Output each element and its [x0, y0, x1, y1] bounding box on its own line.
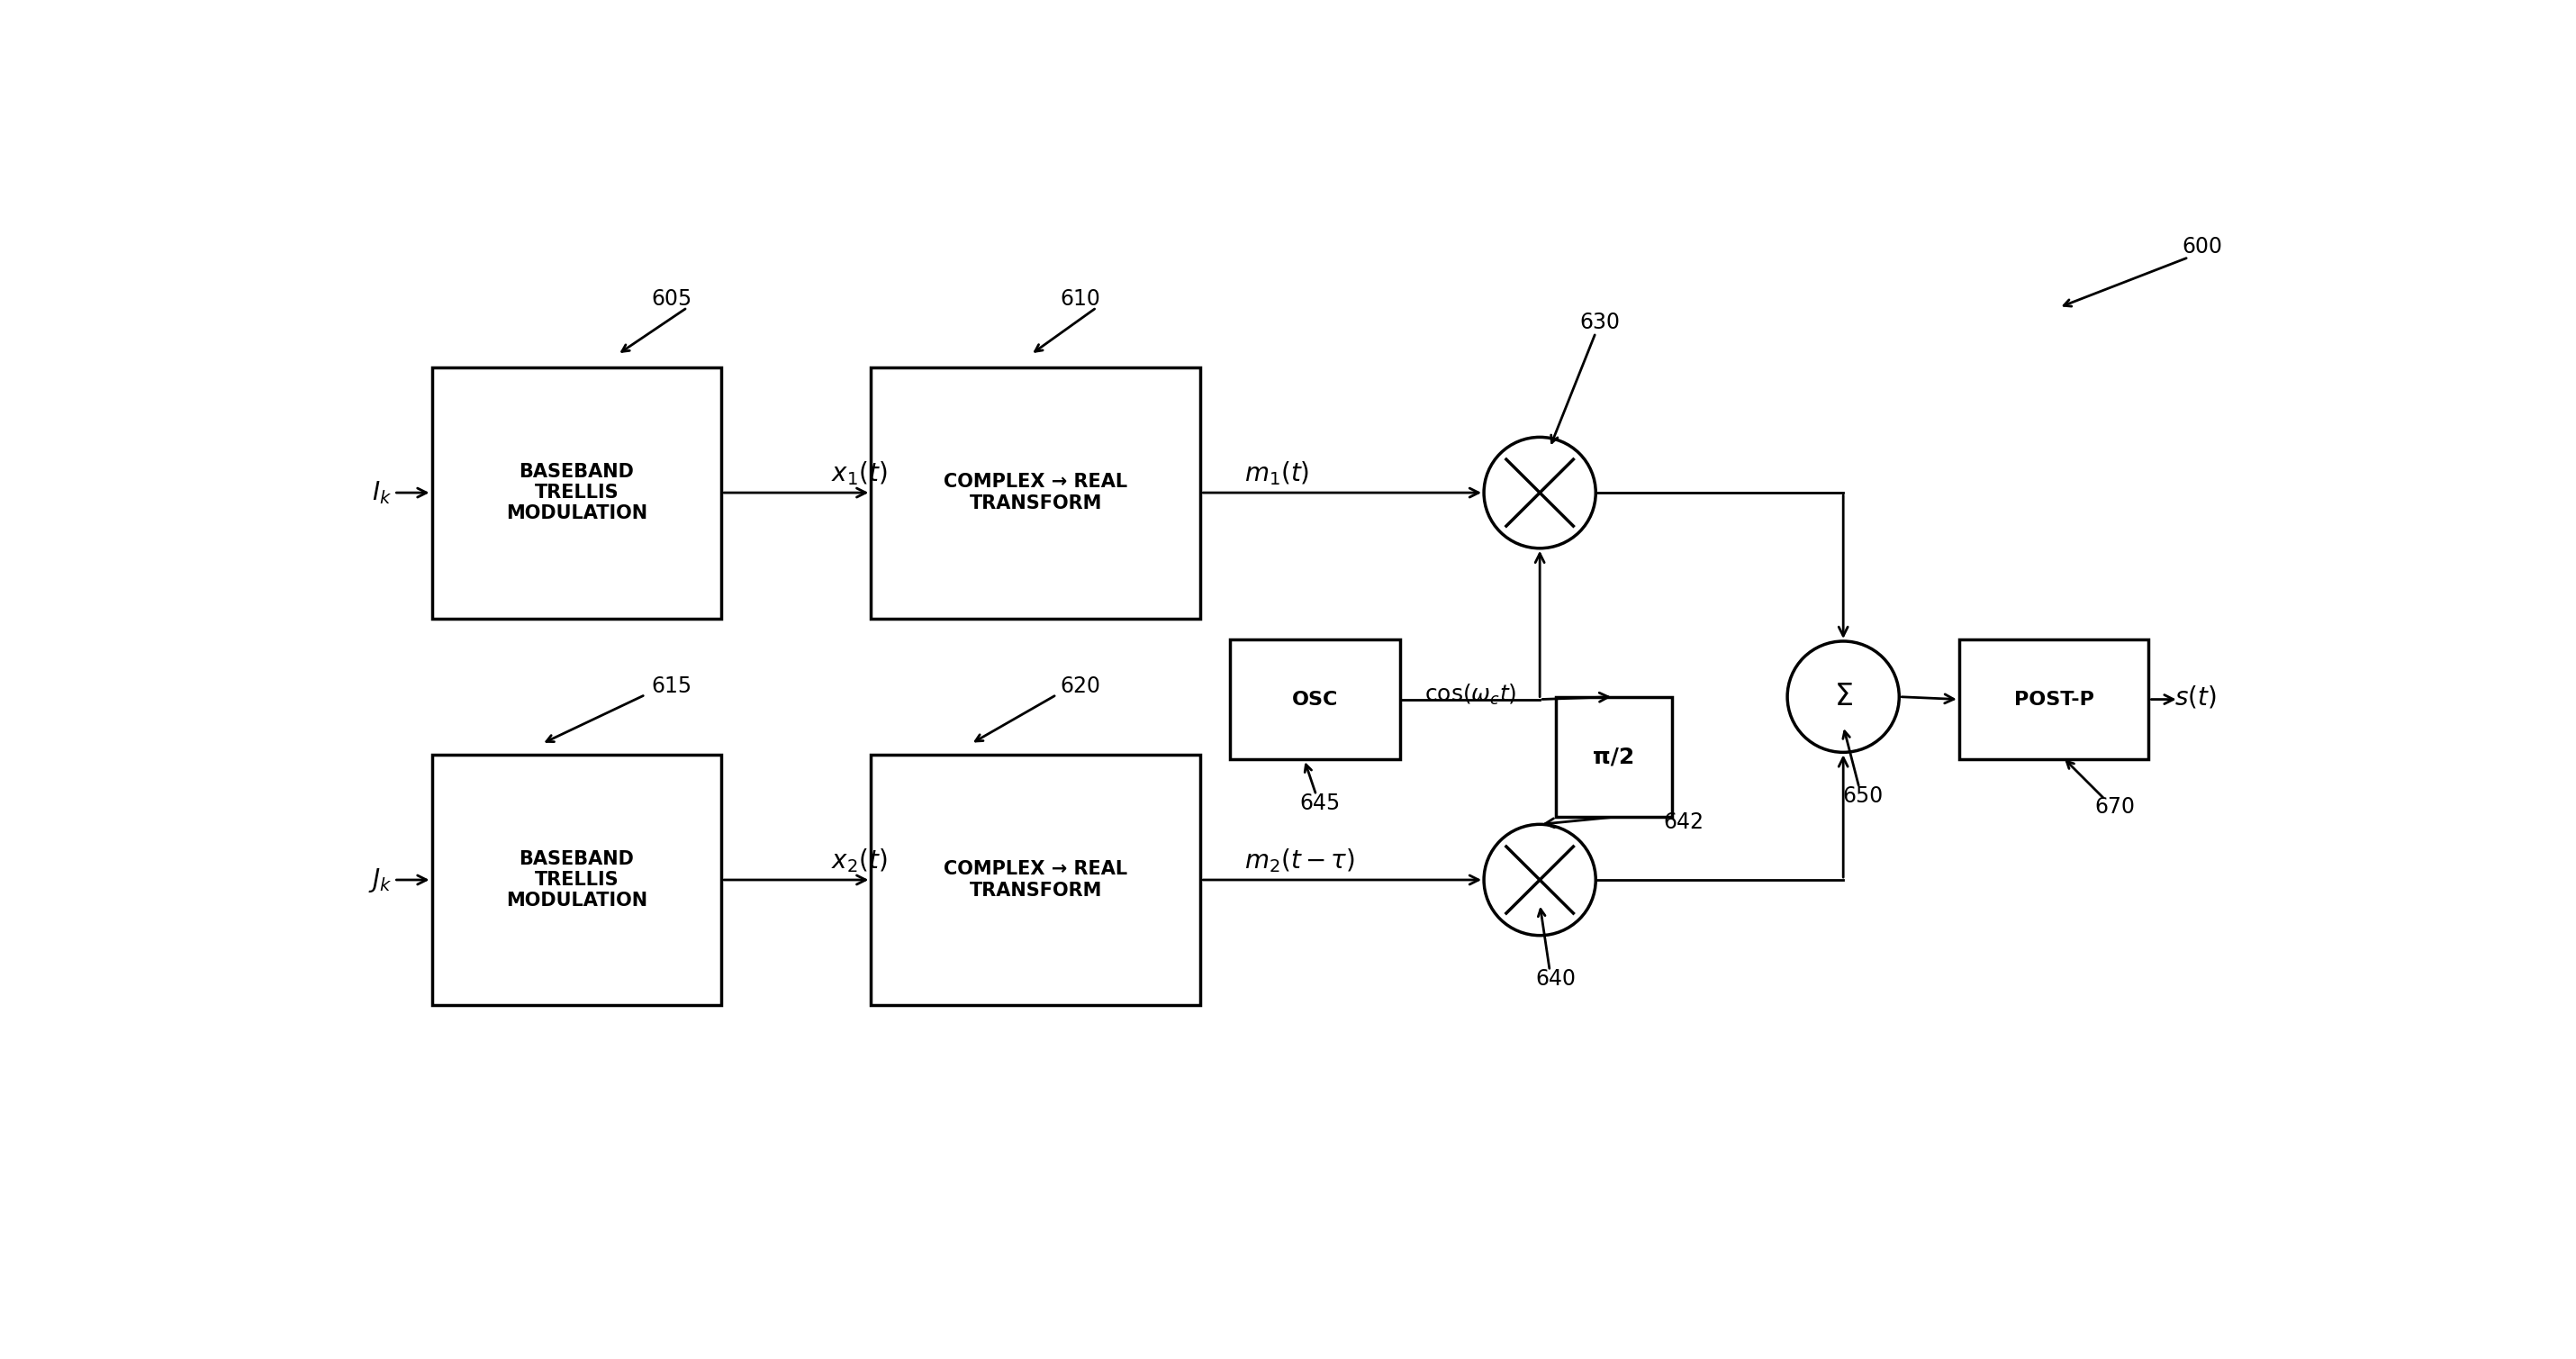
- Text: 610: 610: [1061, 288, 1100, 310]
- Text: 640: 640: [1535, 969, 1577, 991]
- Text: 630: 630: [1579, 311, 1620, 333]
- Text: 600: 600: [2182, 236, 2223, 258]
- Text: $x_2(t)$: $x_2(t)$: [832, 847, 886, 875]
- Text: π/2: π/2: [1592, 746, 1636, 768]
- Bar: [871, 754, 1200, 1006]
- Text: 642: 642: [1664, 811, 1703, 833]
- Text: COMPLEX → REAL
TRANSFORM: COMPLEX → REAL TRANSFORM: [943, 473, 1128, 512]
- Bar: [871, 367, 1200, 618]
- Text: $s(t)$: $s(t)$: [2174, 684, 2215, 709]
- Text: COMPLEX → REAL
TRANSFORM: COMPLEX → REAL TRANSFORM: [943, 860, 1128, 900]
- Text: BASEBAND
TRELLIS
MODULATION: BASEBAND TRELLIS MODULATION: [505, 463, 647, 523]
- Text: $I_k$: $I_k$: [371, 480, 392, 506]
- Text: 670: 670: [2094, 796, 2136, 818]
- Bar: [433, 754, 721, 1006]
- Ellipse shape: [1484, 825, 1595, 935]
- Bar: [1958, 639, 2148, 760]
- Bar: [433, 367, 721, 618]
- Ellipse shape: [1484, 438, 1595, 548]
- Text: $m_1(t)$: $m_1(t)$: [1244, 459, 1309, 488]
- Text: $J_k$: $J_k$: [368, 866, 392, 894]
- Text: 650: 650: [1842, 786, 1883, 807]
- Text: 605: 605: [652, 288, 693, 310]
- Text: POST-P: POST-P: [2014, 690, 2094, 708]
- Text: 620: 620: [1061, 675, 1100, 697]
- Text: 615: 615: [652, 675, 693, 697]
- Text: $m_2(t-\tau)$: $m_2(t-\tau)$: [1244, 847, 1355, 875]
- Bar: [1231, 639, 1401, 760]
- Text: OSC: OSC: [1293, 690, 1340, 708]
- Text: 645: 645: [1301, 792, 1340, 814]
- Text: $\cos(\omega_c t)$: $\cos(\omega_c t)$: [1425, 682, 1517, 707]
- Ellipse shape: [1788, 641, 1899, 753]
- Bar: [1556, 697, 1672, 817]
- Text: $\Sigma$: $\Sigma$: [1834, 682, 1852, 712]
- Text: BASEBAND
TRELLIS
MODULATION: BASEBAND TRELLIS MODULATION: [505, 849, 647, 909]
- Text: $x_1(t)$: $x_1(t)$: [832, 459, 886, 488]
